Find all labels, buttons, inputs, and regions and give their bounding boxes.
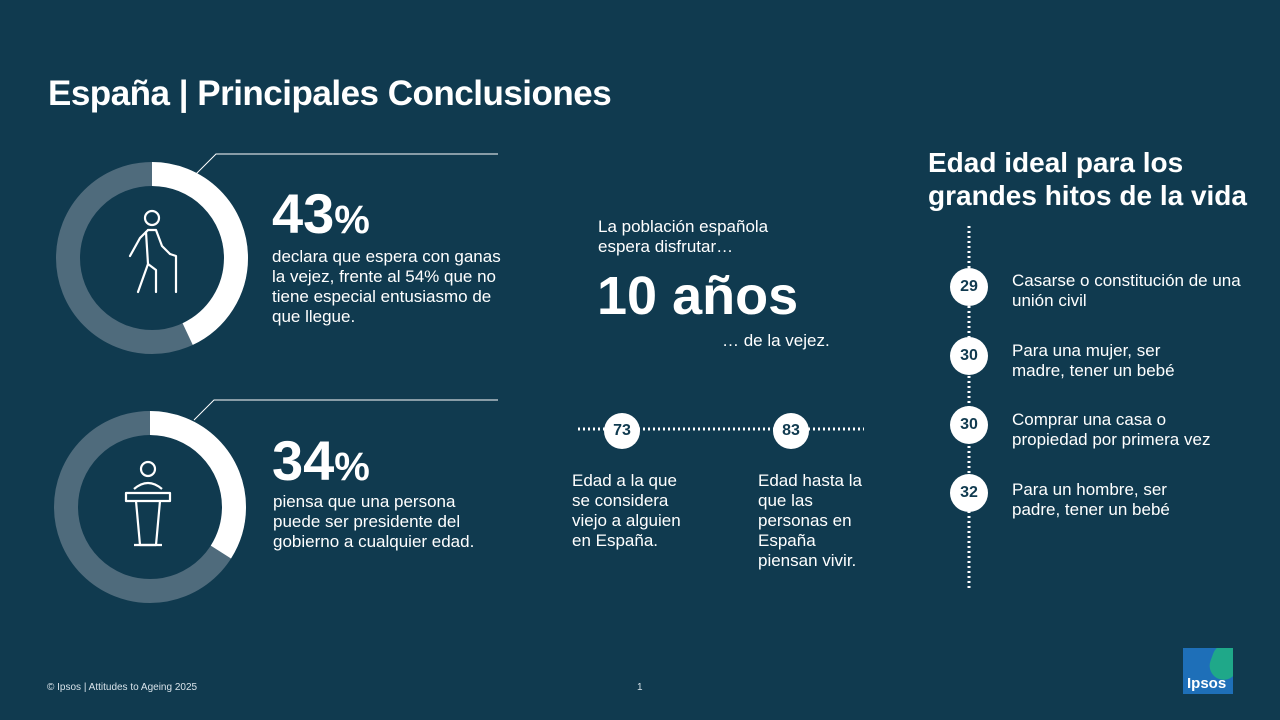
page-number: 1 bbox=[637, 682, 643, 693]
donut-fill bbox=[56, 162, 248, 354]
percent-sign: % bbox=[334, 445, 370, 489]
footer-copyright: © Ipsos | Attitudes to Ageing 2025 bbox=[47, 682, 198, 693]
milestone-text: Para una mujer, ser madre, tener un bebé bbox=[1012, 341, 1175, 380]
old-age-intro: La población española espera disfrutar… bbox=[598, 217, 769, 256]
age-live-badge: 83 bbox=[773, 413, 809, 449]
stat-description: declara que espera con ganas la vejez, f… bbox=[272, 247, 501, 326]
percent-sign: % bbox=[334, 198, 370, 242]
milestone-text: Para un hombre, ser padre, tener un bebé bbox=[1012, 480, 1170, 519]
podium-speaker-icon bbox=[124, 460, 172, 547]
stat-value: 34 bbox=[272, 429, 335, 492]
milestone-age-badge: 30 bbox=[950, 337, 988, 375]
donut-fill bbox=[54, 411, 246, 603]
milestones-title: Edad ideal para los grandes hitos de la … bbox=[928, 147, 1247, 211]
milestone-text: Casarse o constitución de una unión civi… bbox=[1012, 271, 1241, 310]
age-old-badge: 73 bbox=[604, 413, 640, 449]
stat-percentage: 34% bbox=[272, 433, 370, 495]
milestone-age-badge: 30 bbox=[950, 406, 988, 444]
milestone-age-badge: 29 bbox=[950, 268, 988, 306]
milestone-age-badge: 32 bbox=[950, 474, 988, 512]
donut-chart-34 bbox=[54, 411, 246, 603]
stat-value: 43 bbox=[272, 182, 335, 245]
age-old-text: Edad a la que se considera viejo a algui… bbox=[572, 471, 681, 550]
connector-line bbox=[193, 399, 498, 421]
donut-chart-43 bbox=[56, 162, 248, 354]
logo-text: Ipsos bbox=[1187, 675, 1227, 692]
stat-description: piensa que una persona puede ser preside… bbox=[273, 492, 475, 551]
ipsos-logo: Ipsos bbox=[1183, 648, 1233, 694]
old-age-years: 10 años bbox=[597, 266, 799, 326]
stat-percentage: 43% bbox=[272, 186, 370, 248]
elderly-person-icon bbox=[128, 209, 178, 294]
age-live-text: Edad hasta la que las personas en España… bbox=[758, 471, 862, 570]
old-age-suffix: … de la vejez. bbox=[722, 331, 830, 350]
milestone-text: Comprar una casa o propiedad por primera… bbox=[1012, 410, 1211, 449]
connector-line bbox=[195, 153, 498, 175]
page-title: España | Principales Conclusiones bbox=[48, 74, 612, 113]
